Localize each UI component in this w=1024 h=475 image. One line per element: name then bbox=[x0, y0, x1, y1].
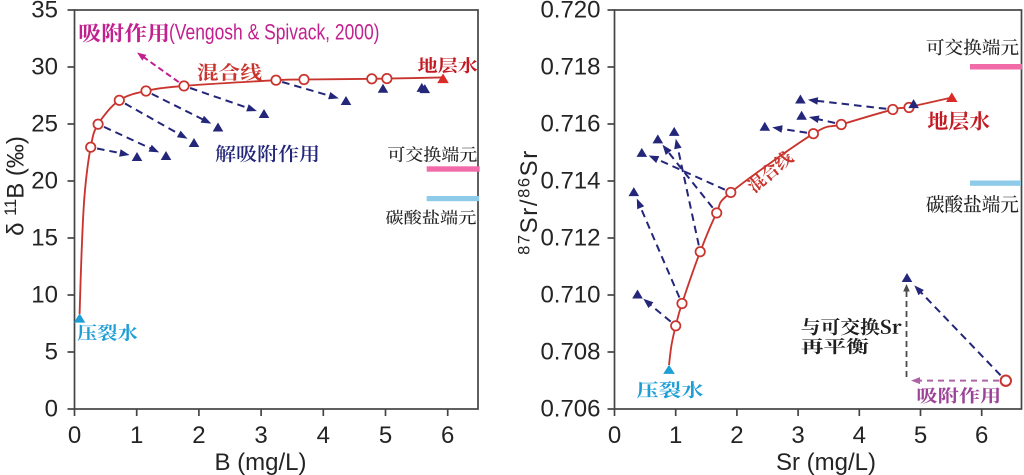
svg-text:4: 4 bbox=[317, 422, 330, 449]
svg-text:87Sr/86Sr: 87Sr/86Sr bbox=[516, 149, 544, 255]
svg-text:5: 5 bbox=[45, 339, 58, 366]
svg-text:35: 35 bbox=[31, 0, 58, 24]
svg-text:6: 6 bbox=[441, 422, 454, 449]
svg-text:Sr (mg/L): Sr (mg/L) bbox=[776, 449, 876, 475]
svg-text:5: 5 bbox=[914, 422, 927, 449]
svg-text:30: 30 bbox=[31, 54, 58, 81]
svg-text:0.710: 0.710 bbox=[540, 282, 600, 309]
svg-text:5: 5 bbox=[379, 422, 392, 449]
svg-text:4: 4 bbox=[853, 422, 866, 449]
svg-text:20: 20 bbox=[31, 168, 58, 195]
svg-text:0: 0 bbox=[608, 422, 621, 449]
svg-text:15: 15 bbox=[31, 225, 58, 252]
svg-text:0.708: 0.708 bbox=[540, 339, 600, 366]
svg-text:3: 3 bbox=[254, 422, 267, 449]
svg-text:2: 2 bbox=[730, 422, 743, 449]
svg-text:25: 25 bbox=[31, 111, 58, 138]
svg-text:0.716: 0.716 bbox=[540, 111, 600, 138]
svg-text:0.706: 0.706 bbox=[540, 396, 600, 423]
svg-text:0.714: 0.714 bbox=[540, 168, 600, 195]
svg-text:6: 6 bbox=[975, 422, 988, 449]
svg-text:3: 3 bbox=[791, 422, 804, 449]
svg-text:(Vengosh & Spivack, 2000): (Vengosh & Spivack, 2000) bbox=[169, 20, 380, 45]
svg-text:0: 0 bbox=[68, 422, 81, 449]
svg-text:2: 2 bbox=[192, 422, 205, 449]
svg-text:1: 1 bbox=[130, 422, 143, 449]
svg-text:δ 11B (‰): δ 11B (‰) bbox=[2, 136, 30, 236]
svg-text:10: 10 bbox=[31, 282, 58, 309]
svg-text:0.720: 0.720 bbox=[540, 0, 600, 24]
svg-text:0.718: 0.718 bbox=[540, 54, 600, 81]
svg-text:B (mg/L): B (mg/L) bbox=[214, 449, 306, 475]
svg-text:1: 1 bbox=[669, 422, 682, 449]
svg-text:0: 0 bbox=[45, 396, 58, 423]
svg-text:0.712: 0.712 bbox=[540, 225, 600, 252]
